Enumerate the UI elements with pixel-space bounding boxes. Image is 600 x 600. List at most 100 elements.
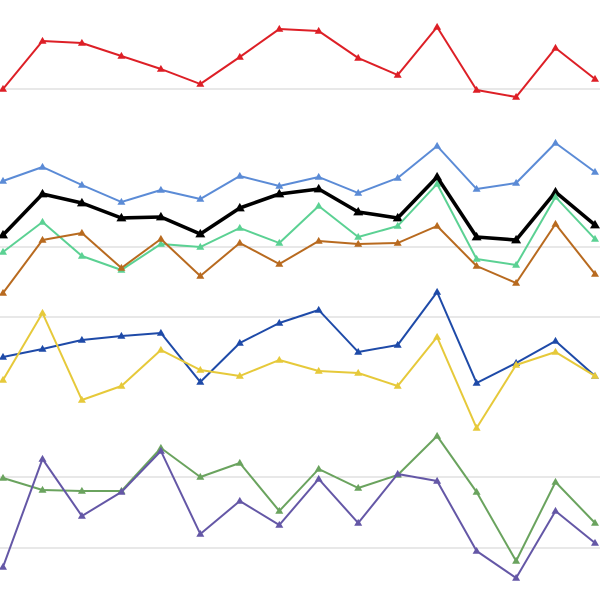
series-8-point-13 [472, 487, 481, 495]
series-6-point-8 [275, 318, 284, 326]
series-8-point-12 [433, 431, 442, 439]
series-2-point-3 [77, 180, 86, 188]
series-2-point-4 [117, 197, 126, 205]
series-4-point-13 [472, 254, 481, 262]
series-9-point-9 [314, 474, 323, 482]
series-8 [0, 431, 599, 564]
series-1-point-3 [77, 38, 86, 46]
series-3 [0, 171, 600, 244]
series-2-point-5 [156, 185, 165, 193]
series-1-point-14 [512, 92, 521, 100]
series-group [0, 22, 600, 581]
series-9-point-16 [591, 538, 599, 546]
series-8-line [2, 435, 596, 562]
series-4-line [2, 183, 596, 271]
series-7-point-16 [591, 371, 599, 379]
gridlines [0, 88, 600, 549]
series-7-point-14 [512, 360, 521, 368]
series-4-point-15 [551, 192, 560, 200]
series-7-point-5 [156, 345, 165, 353]
series-6-point-7 [235, 338, 244, 346]
series-9-point-1 [0, 562, 7, 570]
series-7-point-6 [196, 365, 205, 373]
series-3-point-10 [353, 206, 364, 216]
series-3-point-14 [511, 234, 522, 244]
series-7-point-7 [235, 371, 244, 379]
series-7-point-11 [393, 381, 402, 389]
series-9-point-13 [472, 546, 481, 554]
series-8-point-6 [196, 472, 205, 480]
series-8-point-15 [551, 477, 560, 485]
series-4-point-8 [275, 238, 284, 246]
series-1-point-6 [196, 79, 205, 87]
series-2-point-12 [433, 141, 442, 149]
series-1-point-16 [591, 74, 599, 82]
series-6-point-1 [0, 352, 7, 360]
series-9-point-3 [77, 511, 86, 519]
series-4-point-1 [0, 247, 7, 255]
series-9-point-8 [275, 520, 284, 528]
series-4-point-12 [433, 179, 442, 187]
series-5-point-14 [512, 278, 521, 286]
series-4-point-10 [354, 232, 363, 240]
series-1-line [2, 26, 596, 98]
series-7-point-15 [551, 347, 560, 355]
series-4 [0, 179, 599, 273]
series-3-point-3 [76, 197, 87, 207]
series-4-point-7 [235, 223, 244, 231]
series-5-point-8 [275, 259, 284, 267]
series-9-line [2, 450, 596, 579]
series-9-point-2 [38, 454, 47, 462]
series-3-point-12 [432, 171, 443, 181]
series-8-point-10 [354, 483, 363, 491]
series-5-point-9 [314, 236, 323, 244]
series-7-point-3 [77, 395, 86, 403]
series-5-point-5 [156, 234, 165, 242]
series-3-line [1, 175, 597, 242]
series-2-point-2 [38, 162, 47, 170]
series-9-point-12 [433, 476, 442, 484]
series-6-point-13 [472, 378, 481, 386]
series-2-point-10 [354, 188, 363, 196]
series-5-point-13 [472, 261, 481, 269]
series-1-point-13 [472, 85, 481, 93]
series-1-point-8 [275, 24, 284, 32]
series-4-point-6 [196, 242, 205, 250]
series-2-point-8 [275, 181, 284, 189]
series-8-point-7 [235, 458, 244, 466]
series-5-point-12 [433, 221, 442, 229]
series-5-point-11 [393, 238, 402, 246]
series-6-point-6 [196, 377, 205, 385]
series-2-point-7 [235, 171, 244, 179]
series-3-point-15 [550, 186, 561, 196]
series-5-point-3 [77, 228, 86, 236]
series-5-point-4 [117, 263, 126, 271]
series-9-point-6 [196, 529, 205, 537]
series-5-point-16 [591, 269, 599, 277]
series-7-point-1 [0, 375, 7, 383]
series-1-point-4 [117, 51, 126, 59]
series-4-point-11 [393, 221, 402, 229]
series-7-point-13 [472, 423, 481, 431]
series-6-point-5 [156, 328, 165, 336]
series-1-point-10 [354, 53, 363, 61]
series-6-point-10 [354, 347, 363, 355]
series-6 [0, 287, 599, 386]
series-7-point-12 [433, 332, 442, 340]
series-8-point-1 [0, 473, 7, 481]
series-5-point-2 [38, 235, 47, 243]
series-3-point-8 [274, 188, 285, 198]
series-8-point-8 [275, 506, 284, 514]
series-8-point-16 [591, 518, 599, 526]
series-8-point-3 [77, 486, 86, 494]
series-9-point-7 [235, 496, 244, 504]
series-5-point-15 [551, 219, 560, 227]
series-8-point-9 [314, 464, 323, 472]
series-4-point-16 [591, 234, 599, 242]
series-1-point-12 [433, 22, 442, 30]
series-2 [0, 138, 599, 205]
series-5-point-10 [354, 239, 363, 247]
series-2-line [2, 142, 596, 203]
series-5-point-1 [0, 288, 7, 296]
